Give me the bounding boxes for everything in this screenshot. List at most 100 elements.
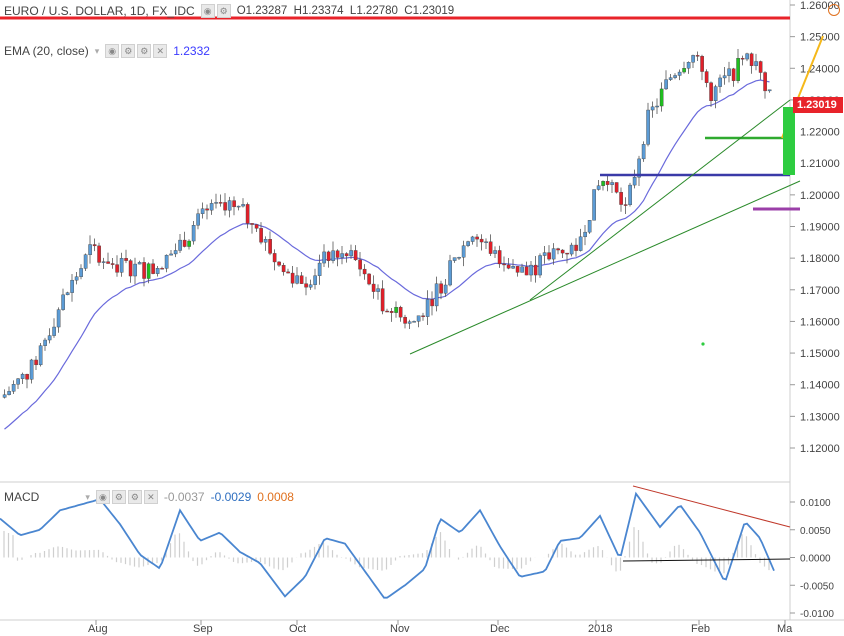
price-tick-label: 1.20000 bbox=[800, 190, 840, 202]
candle-body bbox=[7, 391, 11, 395]
time-axis[interactable]: Aug Sep Oct Nov Dec 2018 Feb Ma bbox=[88, 620, 793, 635]
candle-body bbox=[254, 224, 259, 229]
candle-body bbox=[70, 279, 74, 293]
candle-body bbox=[655, 105, 659, 108]
candle-body bbox=[272, 253, 277, 263]
candle-body bbox=[25, 373, 29, 380]
candle-body bbox=[425, 299, 430, 317]
candle-body bbox=[326, 251, 331, 261]
ema-legend: EMA (20, close) ▾ ◉ ⚙ ⚙ ✕ 1.2332 bbox=[4, 44, 210, 58]
candle-body bbox=[322, 251, 326, 264]
candle-body bbox=[101, 261, 106, 263]
candle-body bbox=[97, 245, 101, 263]
macd-legend-buttons: ◉ ⚙ ⚙ ✕ bbox=[95, 490, 158, 504]
price-tick-label: 1.17000 bbox=[800, 285, 840, 297]
candle-body bbox=[632, 177, 637, 186]
eye-icon[interactable]: ◉ bbox=[200, 4, 215, 18]
more-icon[interactable]: ⚙ bbox=[137, 44, 152, 58]
candle-body bbox=[56, 309, 61, 328]
candle-body bbox=[605, 181, 610, 185]
candle-body bbox=[493, 250, 497, 254]
macd-tick-label: -0.0100 bbox=[800, 609, 834, 620]
candle-body bbox=[385, 310, 389, 313]
time-tick-label: Feb bbox=[691, 623, 710, 635]
candle-body bbox=[79, 268, 83, 277]
macd-divergence-line bbox=[632, 485, 791, 528]
macd-hist-value: -0.0037 bbox=[163, 490, 205, 504]
marker-dot bbox=[701, 342, 705, 346]
close-icon[interactable]: ✕ bbox=[143, 490, 158, 504]
macd-axis[interactable]: 0.0100 0.0050 0.0000 -0.0050 -0.0100 bbox=[790, 498, 834, 620]
candle-body bbox=[650, 106, 655, 111]
candle-body bbox=[38, 345, 43, 366]
candle-body bbox=[2, 394, 7, 398]
drawings[interactable] bbox=[0, 16, 824, 355]
candle-body bbox=[11, 384, 16, 392]
candle-body bbox=[497, 250, 502, 265]
candle-body bbox=[587, 220, 592, 233]
settings-icon[interactable]: ⚙ bbox=[111, 490, 126, 504]
candle-body bbox=[691, 55, 695, 63]
candle-body bbox=[110, 263, 115, 265]
candle-body bbox=[380, 288, 385, 312]
settings-icon[interactable]: ⚙ bbox=[216, 4, 231, 18]
eye-icon[interactable]: ◉ bbox=[95, 490, 110, 504]
candle-body bbox=[556, 248, 560, 251]
candle-body bbox=[583, 231, 587, 238]
eye-icon[interactable]: ◉ bbox=[105, 44, 120, 58]
candle-body bbox=[466, 241, 470, 246]
candle-body bbox=[749, 53, 754, 66]
candle-body bbox=[592, 189, 596, 221]
candle-body bbox=[277, 261, 281, 266]
candle-body bbox=[623, 204, 628, 206]
candle-body bbox=[434, 283, 439, 307]
candle-body bbox=[155, 268, 160, 274]
candle-body bbox=[407, 321, 412, 324]
candle-body bbox=[178, 239, 182, 251]
price-tick-label: 1.19000 bbox=[800, 222, 840, 234]
price-tick-label: 1.18000 bbox=[800, 253, 840, 265]
measure-box bbox=[783, 107, 795, 175]
settings-icon[interactable]: ⚙ bbox=[121, 44, 136, 58]
candle-body bbox=[119, 258, 124, 273]
candle-body bbox=[52, 326, 56, 336]
candle-body bbox=[578, 236, 583, 251]
candlesticks bbox=[2, 48, 772, 399]
candle-body bbox=[686, 62, 691, 69]
candle-body bbox=[421, 315, 425, 317]
candle-body bbox=[610, 182, 614, 185]
macd-tick-label: 0.0000 bbox=[800, 554, 831, 565]
candle-body bbox=[209, 203, 214, 211]
candle-body bbox=[353, 250, 358, 261]
candle-body bbox=[295, 275, 299, 284]
alert-clock-icon[interactable] bbox=[828, 4, 840, 16]
close-label: C bbox=[404, 5, 413, 17]
candle-body bbox=[461, 245, 466, 258]
candle-body bbox=[596, 185, 601, 190]
price-axis[interactable]: 1.260001.250001.240001.230001.220001.210… bbox=[790, 0, 840, 455]
more-icon[interactable]: ⚙ bbox=[127, 490, 142, 504]
close-icon[interactable]: ✕ bbox=[153, 44, 168, 58]
candle-body bbox=[389, 311, 394, 313]
candle-body bbox=[308, 284, 313, 288]
candle-body bbox=[227, 200, 232, 211]
candle-body bbox=[151, 263, 155, 274]
macd-tick-label: 0.0100 bbox=[800, 498, 831, 509]
candle-body bbox=[241, 204, 245, 207]
candle-body bbox=[745, 53, 749, 60]
candle-body bbox=[331, 250, 335, 261]
candle-body bbox=[173, 250, 178, 255]
candle-body bbox=[191, 225, 196, 242]
close-value: 1.23019 bbox=[412, 5, 455, 17]
price-tick-label: 1.16000 bbox=[800, 316, 840, 328]
candle-body bbox=[677, 71, 682, 76]
macd-tick-label: -0.0050 bbox=[800, 581, 834, 592]
candle-body bbox=[574, 244, 578, 251]
candle-body bbox=[349, 250, 353, 257]
dropdown-icon[interactable]: ▾ bbox=[85, 491, 90, 502]
ema-polyline bbox=[4, 79, 770, 430]
dropdown-icon[interactable]: ▾ bbox=[94, 45, 100, 56]
candle-body bbox=[758, 61, 763, 73]
